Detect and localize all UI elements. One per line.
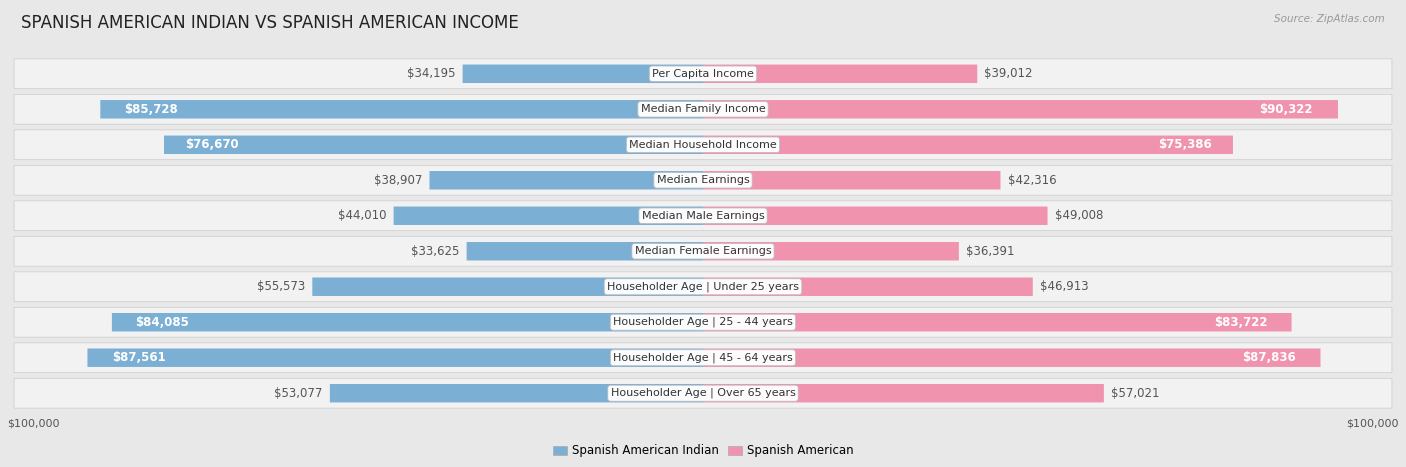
Text: Householder Age | Over 65 years: Householder Age | Over 65 years (610, 388, 796, 398)
FancyBboxPatch shape (100, 100, 703, 119)
Text: $84,085: $84,085 (135, 316, 190, 329)
Text: $76,670: $76,670 (186, 138, 239, 151)
FancyBboxPatch shape (14, 307, 1392, 337)
Legend: Spanish American Indian, Spanish American: Spanish American Indian, Spanish America… (548, 439, 858, 462)
FancyBboxPatch shape (14, 94, 1392, 124)
Text: $42,316: $42,316 (1008, 174, 1056, 187)
Text: $55,573: $55,573 (257, 280, 305, 293)
FancyBboxPatch shape (330, 384, 703, 403)
Text: $85,728: $85,728 (125, 103, 179, 116)
Text: $90,322: $90,322 (1258, 103, 1313, 116)
Text: $38,907: $38,907 (374, 174, 422, 187)
FancyBboxPatch shape (703, 313, 1292, 332)
FancyBboxPatch shape (703, 100, 1339, 119)
FancyBboxPatch shape (467, 242, 703, 261)
Text: Per Capita Income: Per Capita Income (652, 69, 754, 79)
Text: $39,012: $39,012 (984, 67, 1033, 80)
FancyBboxPatch shape (14, 378, 1392, 408)
Text: Median Male Earnings: Median Male Earnings (641, 211, 765, 221)
FancyBboxPatch shape (703, 206, 1047, 225)
FancyBboxPatch shape (394, 206, 703, 225)
Text: $87,836: $87,836 (1241, 351, 1296, 364)
Text: $100,000: $100,000 (7, 419, 59, 429)
Text: Householder Age | Under 25 years: Householder Age | Under 25 years (607, 282, 799, 292)
FancyBboxPatch shape (703, 242, 959, 261)
Text: $53,077: $53,077 (274, 387, 323, 400)
Text: $57,021: $57,021 (1111, 387, 1160, 400)
Text: Median Family Income: Median Family Income (641, 104, 765, 114)
FancyBboxPatch shape (14, 201, 1392, 231)
FancyBboxPatch shape (703, 277, 1033, 296)
Text: $46,913: $46,913 (1040, 280, 1088, 293)
FancyBboxPatch shape (14, 236, 1392, 266)
Text: Median Household Income: Median Household Income (628, 140, 778, 150)
FancyBboxPatch shape (14, 272, 1392, 302)
Text: $75,386: $75,386 (1159, 138, 1212, 151)
Text: Householder Age | 25 - 44 years: Householder Age | 25 - 44 years (613, 317, 793, 327)
Text: SPANISH AMERICAN INDIAN VS SPANISH AMERICAN INCOME: SPANISH AMERICAN INDIAN VS SPANISH AMERI… (21, 14, 519, 32)
FancyBboxPatch shape (463, 64, 703, 83)
FancyBboxPatch shape (703, 384, 1104, 403)
FancyBboxPatch shape (312, 277, 703, 296)
Text: Median Female Earnings: Median Female Earnings (634, 246, 772, 256)
FancyBboxPatch shape (112, 313, 703, 332)
Text: $87,561: $87,561 (112, 351, 166, 364)
Text: Source: ZipAtlas.com: Source: ZipAtlas.com (1274, 14, 1385, 24)
Text: $34,195: $34,195 (408, 67, 456, 80)
Text: $83,722: $83,722 (1215, 316, 1268, 329)
FancyBboxPatch shape (14, 130, 1392, 160)
FancyBboxPatch shape (703, 171, 1001, 190)
FancyBboxPatch shape (703, 64, 977, 83)
Text: $49,008: $49,008 (1054, 209, 1102, 222)
FancyBboxPatch shape (14, 343, 1392, 373)
Text: Householder Age | 45 - 64 years: Householder Age | 45 - 64 years (613, 353, 793, 363)
FancyBboxPatch shape (429, 171, 703, 190)
FancyBboxPatch shape (14, 165, 1392, 195)
FancyBboxPatch shape (14, 59, 1392, 89)
Text: $33,625: $33,625 (411, 245, 460, 258)
FancyBboxPatch shape (165, 135, 703, 154)
FancyBboxPatch shape (703, 348, 1320, 367)
FancyBboxPatch shape (87, 348, 703, 367)
Text: $100,000: $100,000 (1347, 419, 1399, 429)
Text: Median Earnings: Median Earnings (657, 175, 749, 185)
Text: $44,010: $44,010 (337, 209, 387, 222)
Text: $36,391: $36,391 (966, 245, 1014, 258)
FancyBboxPatch shape (703, 135, 1233, 154)
